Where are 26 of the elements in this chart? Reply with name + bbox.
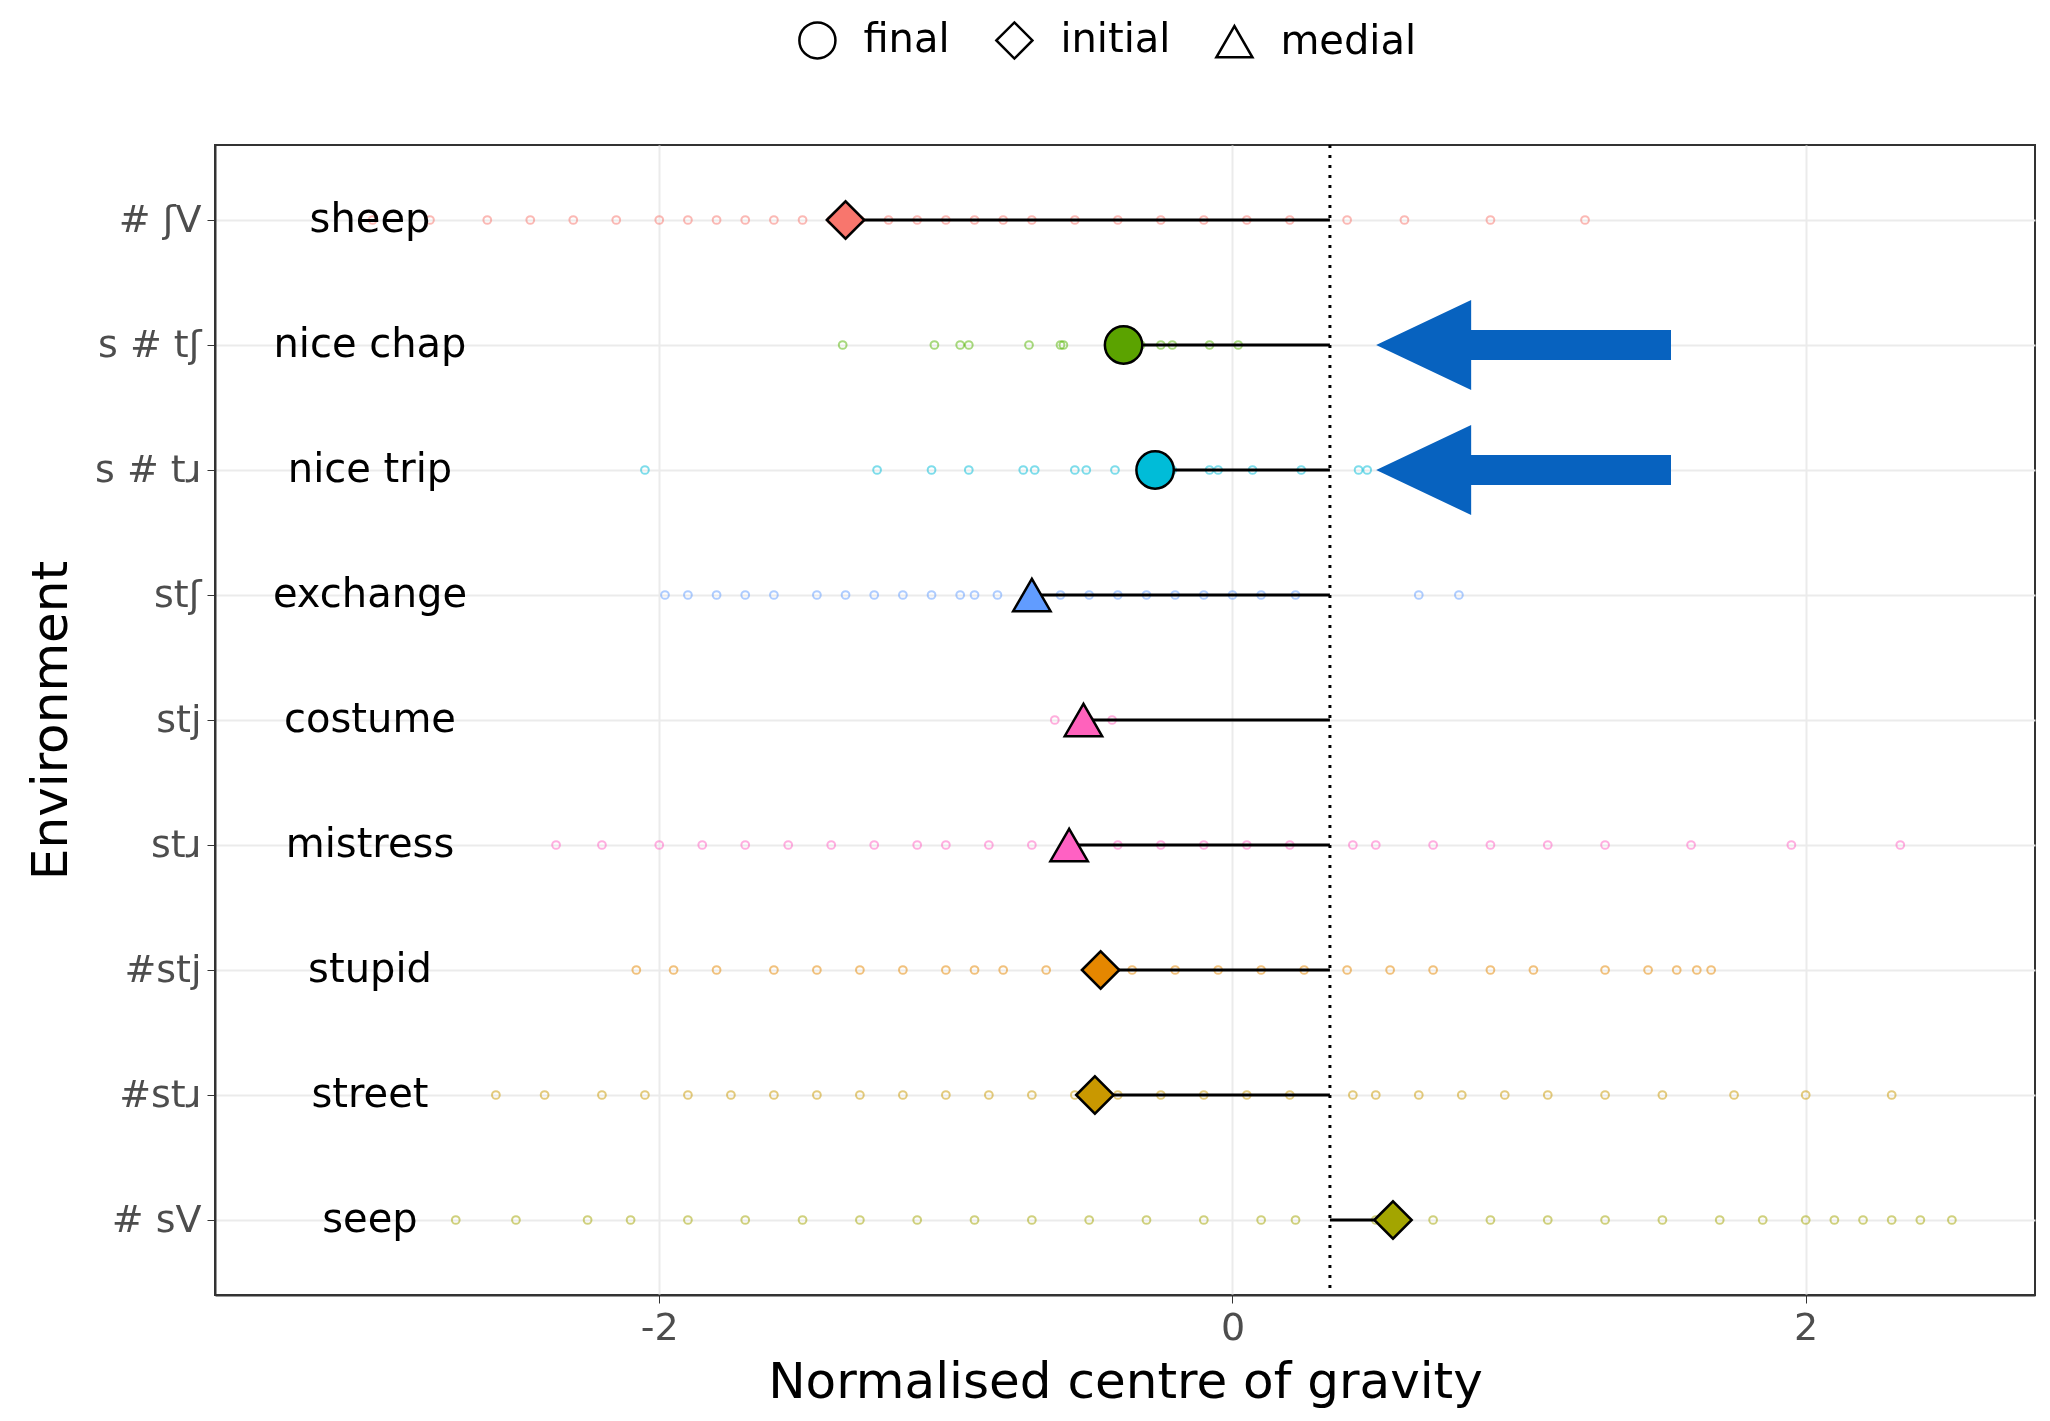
y-tick-label: #stɹ bbox=[119, 1071, 202, 1116]
annotation: nice chap bbox=[273, 320, 467, 366]
y-tick-label: # ʃV bbox=[118, 196, 202, 241]
y-tick-label: s # tɹ bbox=[95, 446, 202, 491]
x-tick-label: 2 bbox=[1794, 1304, 1819, 1349]
annotation: exchange bbox=[272, 570, 468, 616]
y-tick-label: stʃ bbox=[154, 571, 203, 616]
legend-label: initial bbox=[1060, 15, 1171, 62]
x-axis-title: Normalised centre of gravity bbox=[768, 1351, 1483, 1410]
annotation: costume bbox=[284, 695, 456, 741]
annotation: nice trip bbox=[287, 445, 453, 491]
y-axis-title: Environment bbox=[21, 560, 80, 881]
legend-label: final bbox=[863, 15, 950, 62]
y-tick-label: # sV bbox=[111, 1196, 202, 1241]
annotation: mistress bbox=[285, 820, 455, 866]
y-tick-label: stɹ bbox=[151, 821, 202, 866]
y-tick-label: #stj bbox=[124, 946, 202, 991]
y-tick-label: stj bbox=[156, 696, 202, 741]
x-tick-label: -2 bbox=[640, 1304, 679, 1349]
legend-label: medial bbox=[1280, 16, 1417, 63]
y-tick-label: s # tʃ bbox=[98, 321, 203, 366]
annotation: seep bbox=[322, 1195, 418, 1241]
annotation: sheep bbox=[309, 195, 431, 241]
x-tick-label: 0 bbox=[1220, 1304, 1246, 1349]
annotation: stupid bbox=[308, 945, 432, 991]
annotation: street bbox=[311, 1070, 429, 1116]
